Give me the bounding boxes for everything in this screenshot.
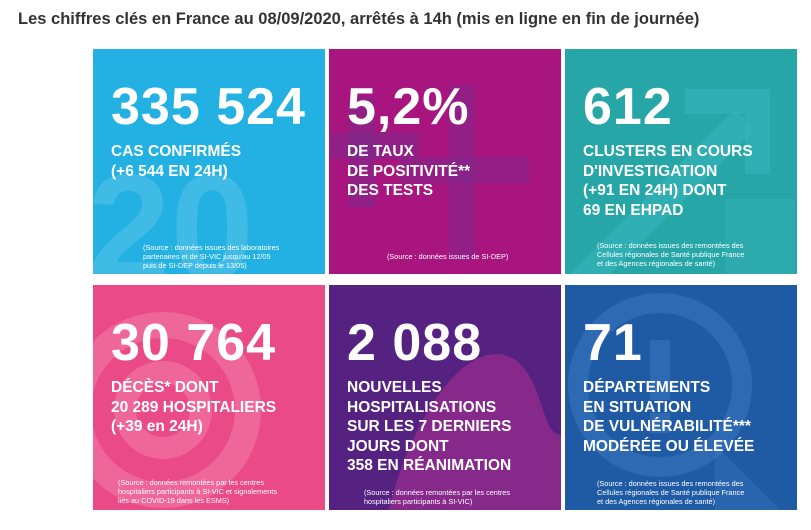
description-line: DÉPARTEMENTS [583,379,711,396]
clusters-value: 612 [583,78,673,136]
source-line: liés au COVID-19 dans les ESMS) [118,496,230,505]
source-line: Cellules régionales de Santé publique Fr… [597,488,745,497]
source-note: (Source : données issues des remontées d… [597,479,744,506]
source-note: (Source : données issues des remontées d… [597,241,744,268]
deaths-tile: 30 764 DÉCÈS* DONT 20 289 HOSPITALIERS (… [93,285,325,510]
positivity-rate-description: DE TAUX DE POSITIVITÉ** DES TESTS [347,142,470,201]
source-line: (Source : données remontées par les cent… [118,478,265,487]
description-line: (+39 en 24H) [111,418,203,435]
description-line: NOUVELLES [347,379,442,396]
source-line: (Source : données issues des remontées d… [597,241,744,250]
confirmed-cases-tile: 20 335 524 CAS CONFIRMÉS (+6 544 EN 24H)… [93,49,325,274]
source-line: et des Agences régionales de santé) [597,497,716,506]
source-line: (Source : données issues des remontées d… [597,479,744,488]
departments-tile: 71 DÉPARTEMENTS EN SITUATION DE VULNÉRAB… [565,285,797,510]
svg-text:20: 20 [93,143,254,274]
source-line: (Source : données remontées par les cent… [364,488,511,497]
departments-value: 71 [583,314,643,372]
description-line: DÉCÈS* DONT [111,379,219,396]
clusters-tile: 612 CLUSTERS EN COURS D'INVESTIGATION (+… [565,49,797,274]
description-line: (+6 544 EN 24H) [111,162,228,180]
confirmed-cases-description: CAS CONFIRMÉS (+6 544 EN 24H) [111,142,241,181]
source-note: (Source : données remontées par les cent… [364,488,510,506]
positivity-rate-tile: 5,2% DE TAUX DE POSITIVITÉ** DES TESTS (… [329,49,561,274]
source-line: (Source : données issues de SI-DEP) [387,252,509,261]
departments-description: DÉPARTEMENTS EN SITUATION DE VULNÉRABILI… [583,378,754,456]
description-line: JOURS DONT [347,437,449,455]
positivity-rate-value: 5,2% [347,78,470,136]
hospitalisations-value: 2 088 [347,314,483,372]
description-line: 358 EN RÉANIMATION [347,457,512,474]
description-line: D'INVESTIGATION [583,162,718,180]
source-line: partenaires et de SI-VIC jusqu'au 12/05 [143,252,271,261]
decorative-arrow-icon [570,89,795,274]
deaths-description: DÉCÈS* DONT 20 289 HOSPITALIERS (+39 en … [111,378,276,437]
decorative-wave-graphic [389,354,561,510]
description-line: 20 289 HOSPITALIERS [111,398,277,416]
source-line: hospitaliers participants à SI-VIC et si… [118,487,277,496]
description-line: 69 EN EHPAD [583,201,684,219]
source-line: puis de SI-DEP depuis le 13/05) [143,261,247,270]
deaths-value: 30 764 [111,314,277,372]
source-line: (Source : données issues des laboratoire… [143,243,280,252]
description-line: MODÉRÉE OU ÉLEVÉE [583,437,755,455]
hospitalisations-tile: 2 088 NOUVELLES HOSPITALISATIONS SUR LES… [329,285,561,510]
source-note: (Source : données remontées par les cent… [118,478,277,505]
decorative-rings-graphic [93,312,261,508]
decorative-alert-icon [568,293,780,510]
description-line: SUR LES 7 DERNIERS [347,418,512,435]
description-line: DE TAUX [347,143,414,160]
clusters-description: CLUSTERS EN COURS D'INVESTIGATION (+91 E… [583,142,753,220]
source-line: et des Agences régionales de santé) [597,259,716,268]
decorative-plus-icon [329,85,529,260]
source-note: (Source : données issues de SI-DEP) [387,252,508,261]
description-line: DE VULNÉRABILITÉ*** [583,418,751,435]
description-line: HOSPITALISATIONS [347,398,497,416]
source-line: hospitaliers participants à SI-VIC) [364,497,473,506]
source-note: (Source : données issues des laboratoire… [143,243,279,270]
page-title: Les chiffres clés en France au 08/09/202… [18,10,700,28]
hospitalisations-description: NOUVELLES HOSPITALISATIONS SUR LES 7 DER… [347,378,512,476]
description-line: EN SITUATION [583,398,692,416]
decorative-numbers-graphic: 20 [93,143,254,274]
source-line: Cellules régionales de Santé publique Fr… [597,250,745,259]
description-line: DE POSITIVITÉ** [347,162,471,180]
description-line: CAS CONFIRMÉS [111,143,242,160]
confirmed-cases-value: 335 524 [111,78,306,136]
description-line: (+91 EN 24H) DONT [583,182,727,199]
description-line: CLUSTERS EN COURS [583,143,753,160]
description-line: DES TESTS [347,182,434,199]
